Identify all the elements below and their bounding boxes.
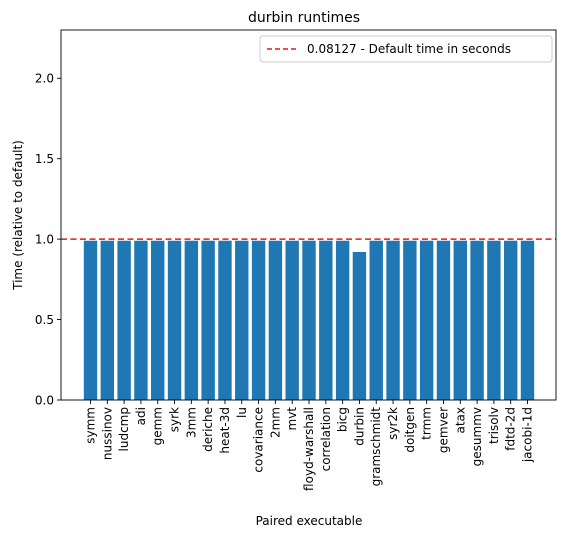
x-tick-label-atax: atax bbox=[453, 407, 467, 434]
x-tick-label-durbin: durbin bbox=[352, 407, 366, 446]
bar-syr2k bbox=[386, 240, 400, 400]
x-tick-label-jacobi-1d: jacobi-1d bbox=[521, 407, 535, 463]
bar-adi bbox=[134, 240, 148, 400]
bar-mvt bbox=[285, 240, 299, 400]
bar-gemm bbox=[151, 240, 165, 400]
bar-3mm bbox=[184, 240, 199, 400]
x-tick-label-heat-3d: heat-3d bbox=[218, 407, 232, 454]
x-tick-label-trisolv: trisolv bbox=[487, 407, 501, 444]
x-tick-label-3mm: 3mm bbox=[184, 407, 198, 438]
bar-gesummv bbox=[470, 240, 484, 400]
y-tick-label: 0.0 bbox=[35, 393, 54, 407]
x-tick-label-2mm: 2mm bbox=[268, 407, 282, 438]
bar-trisolv bbox=[487, 240, 501, 400]
legend-box bbox=[259, 35, 553, 63]
x-tick-label-gemver: gemver bbox=[436, 407, 450, 453]
bar-correlation bbox=[319, 240, 333, 400]
y-tick-label: 2.0 bbox=[35, 72, 54, 86]
x-tick-label-nussinov: nussinov bbox=[100, 407, 114, 460]
x-tick-label-bicg: bicg bbox=[336, 407, 350, 432]
bar-lu bbox=[235, 240, 249, 400]
x-tick-label-gramschmidt: gramschmidt bbox=[369, 407, 383, 487]
bar-heat-3d bbox=[218, 240, 232, 400]
x-tick-label-syr2k: syr2k bbox=[386, 407, 400, 440]
x-tick-label-adi: adi bbox=[134, 407, 148, 425]
x-tick-label-trmm: trmm bbox=[420, 407, 434, 440]
x-ticks: symm nussinov ludcmp adi gemm syrk 3mm deriche h… bbox=[84, 400, 535, 491]
x-tick-label-gemm: gemm bbox=[151, 407, 165, 445]
bar-doitgen bbox=[403, 240, 417, 400]
y-tick-label: 1.0 bbox=[35, 232, 54, 246]
x-tick-label-syrk: syrk bbox=[168, 407, 182, 432]
y-tick-label: 0.5 bbox=[35, 313, 54, 327]
x-tick-label-floyd-warshall: floyd-warshall bbox=[302, 407, 316, 491]
bar-jacobi-1d bbox=[520, 240, 535, 400]
x-tick-label-correlation: correlation bbox=[319, 407, 333, 471]
x-tick-label-lu: lu bbox=[235, 407, 249, 418]
bar-deriche bbox=[201, 240, 215, 400]
legend: 0.08127 - Default time in seconds bbox=[259, 35, 553, 63]
bar-floyd-warshall bbox=[302, 240, 316, 400]
bar-fdtd-2d bbox=[503, 240, 518, 400]
x-tick-label-doitgen: doitgen bbox=[403, 407, 417, 453]
x-tick-label-covariance: covariance bbox=[252, 407, 266, 473]
bar-gemver bbox=[436, 240, 451, 400]
x-tick-label-ludcmp: ludcmp bbox=[117, 407, 131, 451]
y-axis-label: Time (relative to default) bbox=[11, 140, 25, 291]
bar-symm bbox=[83, 240, 98, 400]
bar-trmm bbox=[419, 240, 434, 400]
y-ticks: 0.0 0.5 1.0 1.5 2.0 bbox=[35, 72, 61, 407]
plot-frame bbox=[60, 29, 557, 401]
bar-atax bbox=[453, 240, 467, 400]
bar-bicg bbox=[335, 240, 350, 400]
bar-syrk bbox=[167, 240, 182, 400]
chart-title: durbin runtimes bbox=[248, 10, 360, 26]
x-tick-label-mvt: mvt bbox=[285, 407, 299, 431]
axes-layer bbox=[60, 29, 557, 401]
bar-2mm bbox=[268, 240, 283, 400]
y-tick-label: 1.5 bbox=[35, 152, 54, 166]
x-tick-label-deriche: deriche bbox=[201, 407, 215, 452]
x-axis-label: Paired executable bbox=[256, 514, 363, 528]
x-tick-label-fdtd-2d: fdtd-2d bbox=[504, 407, 518, 451]
bar-durbin bbox=[352, 252, 367, 400]
bar-gramschmidt bbox=[369, 240, 383, 400]
bar-covariance bbox=[251, 240, 266, 400]
bar-nussinov bbox=[100, 240, 115, 400]
bars-layer bbox=[83, 240, 535, 400]
legend-entry-label: 0.08127 - Default time in seconds bbox=[307, 42, 511, 56]
x-tick-label-gesummv: gesummv bbox=[470, 407, 484, 466]
bar-ludcmp bbox=[117, 240, 131, 400]
x-tick-label-symm: symm bbox=[84, 407, 98, 444]
